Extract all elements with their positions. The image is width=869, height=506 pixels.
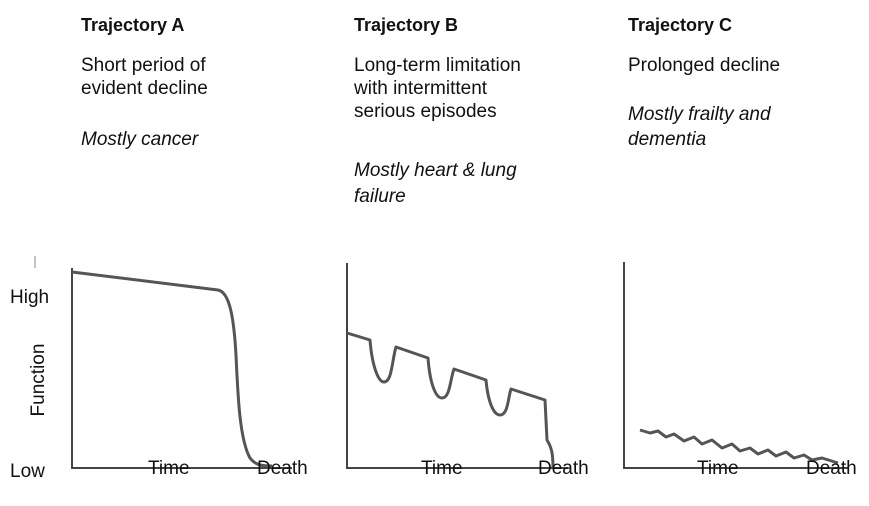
- y-high: High: [10, 287, 49, 308]
- x-label: Time: [148, 458, 190, 479]
- cause: Mostly heart & lung: [354, 160, 517, 181]
- panel-title: Trajectory C: [628, 15, 732, 35]
- description: Long-term limitation: [354, 55, 521, 76]
- trajectory: [346, 331, 555, 469]
- y-label: Function: [28, 344, 49, 417]
- x-label: Death: [806, 458, 857, 479]
- description: Short period of: [81, 55, 206, 76]
- panel-title: Trajectory B: [354, 15, 458, 35]
- description: Prolonged decline: [628, 55, 780, 76]
- description: serious episodes: [354, 101, 497, 122]
- description: evident decline: [81, 78, 208, 99]
- x-label: Time: [421, 458, 463, 479]
- axes: [71, 268, 292, 469]
- axes: [623, 262, 848, 469]
- cause: Mostly frailty and: [628, 104, 772, 125]
- cause: Mostly cancer: [81, 129, 199, 150]
- x-label: Time: [697, 458, 739, 479]
- y-low: Low: [10, 461, 45, 482]
- axes: [346, 263, 568, 469]
- x-label: Death: [538, 458, 589, 479]
- cause: dementia: [628, 129, 706, 150]
- trajectory: [71, 270, 273, 468]
- panel-title: Trajectory A: [81, 15, 184, 35]
- trajectory: [639, 428, 839, 465]
- description: with intermittent: [353, 78, 488, 99]
- x-label: Death: [257, 458, 308, 479]
- cause: failure: [354, 186, 406, 207]
